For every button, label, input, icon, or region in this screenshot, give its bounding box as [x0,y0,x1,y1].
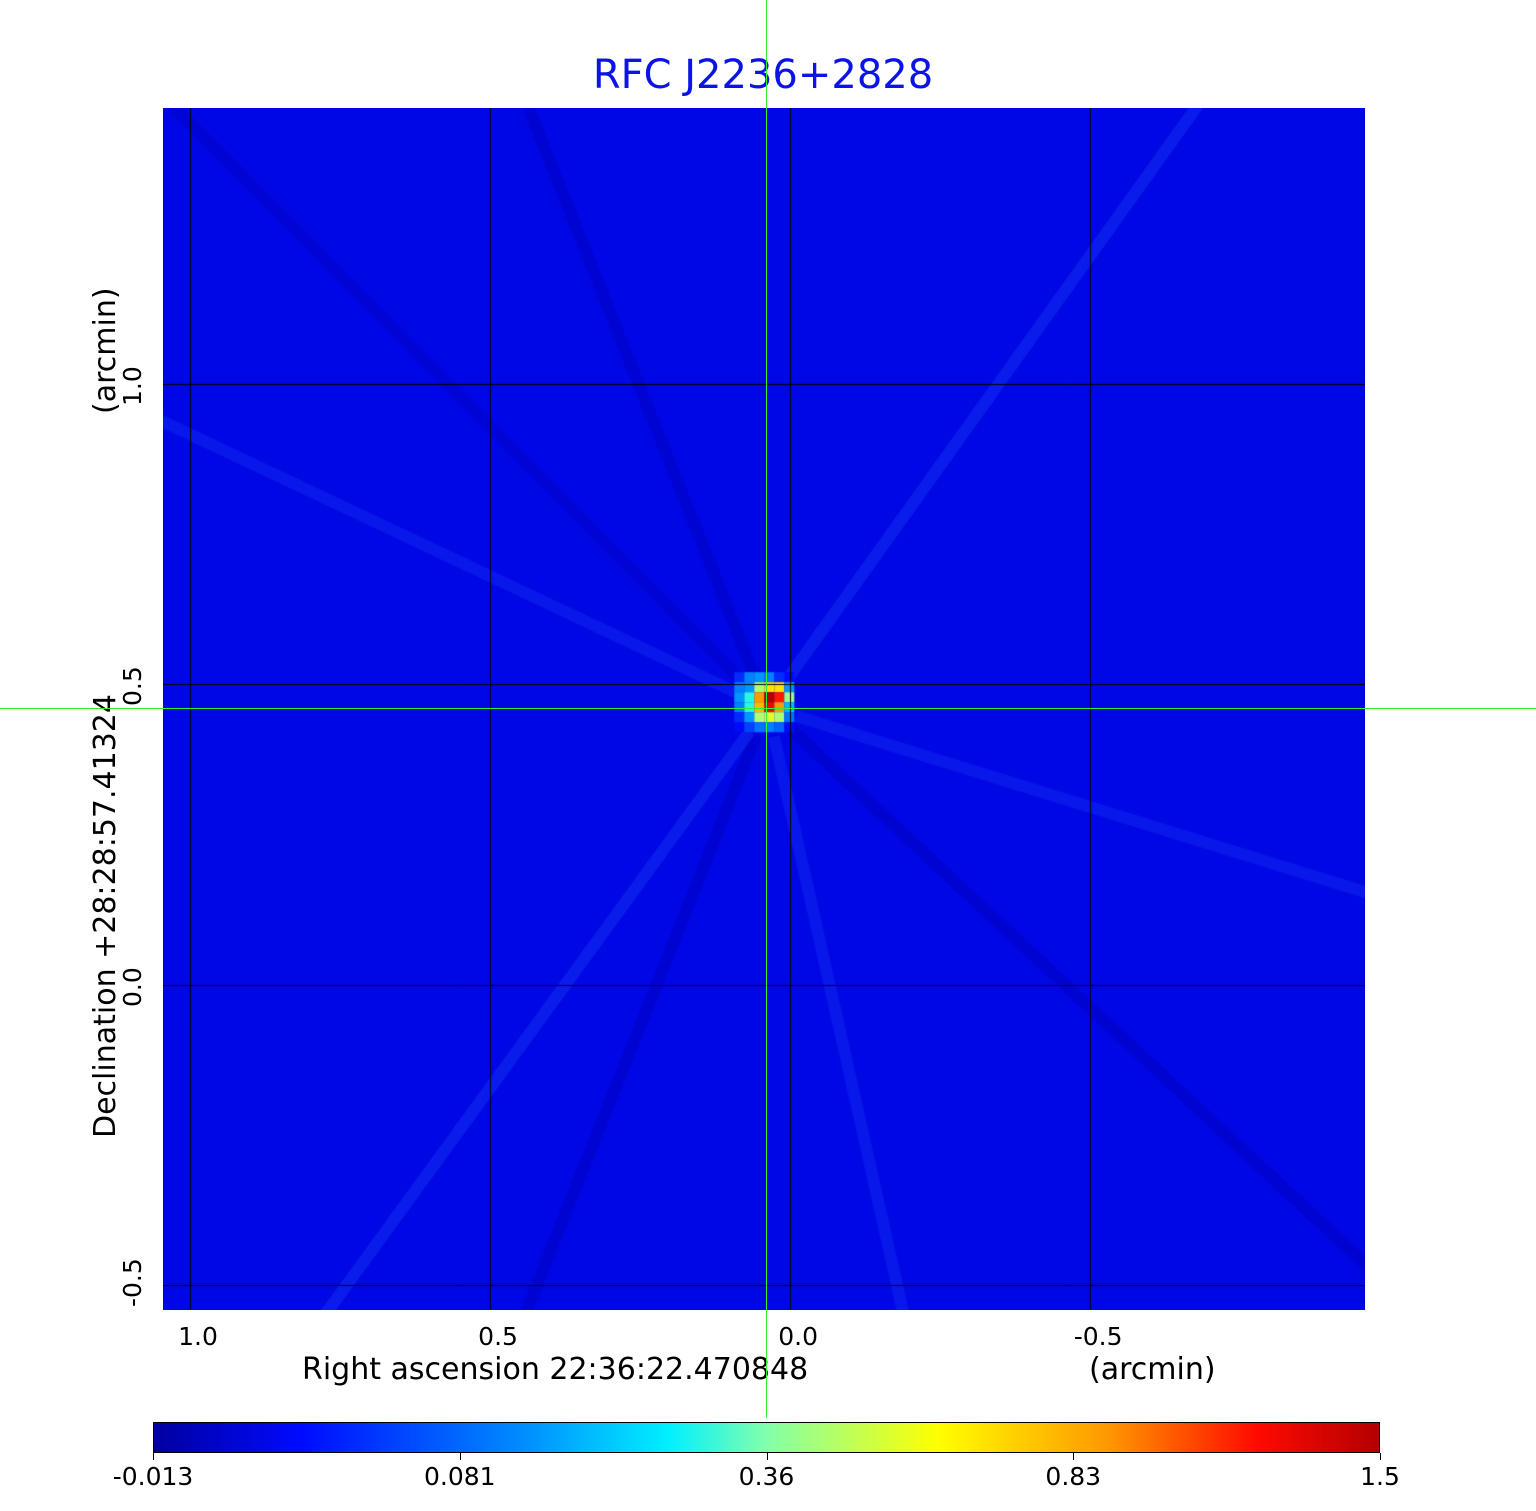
y-axis-unit: (arcmin) [88,287,123,414]
x-tick-label: -0.5 [1073,1322,1123,1351]
colorbar-tick-mark [766,1453,768,1460]
x-tick-label: 0.5 [478,1322,518,1351]
x-axis-label: Right ascension 22:36:22.470848 [302,1352,809,1387]
colorbar-tick-mark [459,1453,461,1460]
y-axis-label: Declination +28:28:57.41324 [88,694,123,1138]
colorbar-tick-label: 1.5 [1360,1462,1400,1491]
colorbar-tick-mark [1380,1453,1381,1460]
colorbar-tick-label: 0.36 [738,1462,795,1491]
y-tick-label: -0.5 [118,1258,147,1307]
crosshair-vertical [766,0,767,1418]
colorbar-tick-label: 0.83 [1045,1462,1102,1491]
colorbar [153,1422,1380,1453]
image-map[interactable] [163,108,1365,1310]
x-tick-label: 1.0 [178,1322,218,1351]
crosshair-horizontal [0,708,1536,709]
x-axis-unit: (arcmin) [1089,1352,1216,1387]
colorbar-tick-label: -0.013 [112,1462,194,1491]
chart-title: RFC J2236+2828 [592,52,934,98]
x-tick-label: 0.0 [778,1322,818,1351]
colorbar-tick-mark [1073,1453,1075,1460]
colorbar-tick-label: 0.081 [423,1462,496,1491]
colorbar-tick-mark [153,1453,154,1460]
